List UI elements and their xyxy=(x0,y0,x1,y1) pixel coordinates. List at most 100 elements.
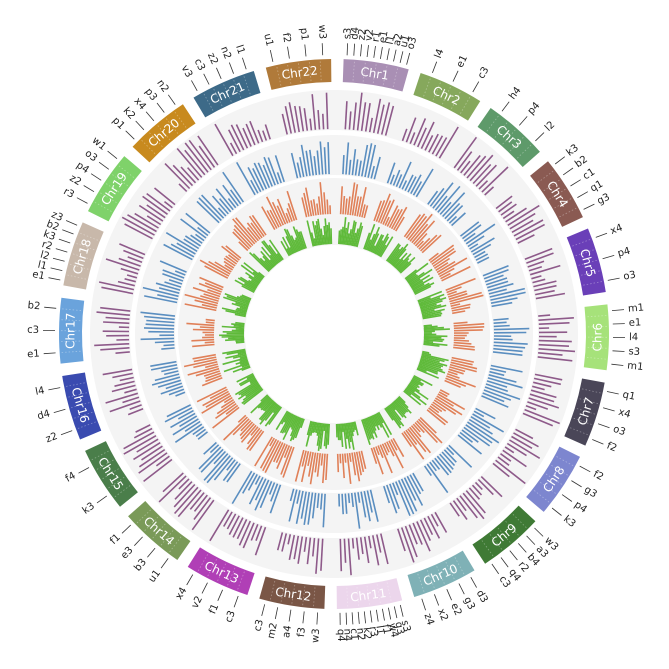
track-1-bar xyxy=(469,154,494,182)
track-4-bar xyxy=(241,285,255,294)
track-3-bar xyxy=(199,259,230,277)
track-2-bar xyxy=(231,470,253,505)
track-4-bar xyxy=(238,375,255,386)
track-2-bar xyxy=(427,190,439,205)
track-4-bar xyxy=(240,382,260,396)
track-2-bar xyxy=(157,294,178,301)
track-2-bar xyxy=(254,475,261,485)
gene-tick-label: p4 xyxy=(572,499,589,515)
track-4-bar xyxy=(320,228,324,245)
track-3-bar xyxy=(220,399,235,409)
track-1-bar xyxy=(531,385,545,391)
track-4-bar xyxy=(352,421,356,431)
gene-tick-label: l4 xyxy=(34,385,45,398)
track-2-bar xyxy=(206,455,231,484)
track-1-bar xyxy=(135,424,151,433)
track-2-bar xyxy=(465,424,493,444)
track-2-bar xyxy=(485,383,509,392)
gene-tick-label: p4 xyxy=(617,246,632,260)
track-1-bar xyxy=(347,538,352,576)
track-1-bar xyxy=(146,204,166,219)
track-3-bar xyxy=(194,299,218,307)
track-1-bar xyxy=(515,223,545,241)
track-4-bar xyxy=(422,311,442,317)
gene-tick-label: n2 xyxy=(218,45,233,61)
track-3-bar xyxy=(316,453,321,477)
track-4-bar xyxy=(423,343,440,347)
track-4-bar xyxy=(337,423,340,441)
track-2-bar xyxy=(351,149,357,176)
track-1-bar xyxy=(288,534,296,561)
track-3-bar xyxy=(262,440,280,472)
track-4-bar xyxy=(403,390,422,406)
gene-tick-label: p1 xyxy=(110,115,127,132)
gene-tick-line xyxy=(579,465,591,473)
track-4-bar xyxy=(423,326,444,330)
track-1-bar xyxy=(533,377,561,386)
track-1-bar xyxy=(325,92,329,130)
gene-tick-label: m2 xyxy=(266,622,280,640)
track-2-bar xyxy=(448,444,473,468)
track-4-bar xyxy=(236,372,254,383)
track-2-bar xyxy=(197,431,208,440)
track-4-bar xyxy=(368,226,381,252)
track-2-bar xyxy=(361,144,369,177)
track-1-bar xyxy=(138,204,164,222)
gene-tick-line xyxy=(363,611,366,624)
track-1-bar xyxy=(112,372,133,379)
track-1-bar xyxy=(352,102,357,130)
track-3-bar xyxy=(204,282,223,291)
track-2-bar xyxy=(369,489,379,522)
track-1-bar xyxy=(223,511,233,527)
track-2-bar xyxy=(392,169,401,186)
track-4-bar xyxy=(285,236,296,254)
track-1-bar xyxy=(534,373,563,381)
track-4-bar xyxy=(407,271,425,284)
track-2-bar xyxy=(488,288,507,295)
gene-tick-label: z2 xyxy=(44,431,59,445)
track-2-bar xyxy=(163,344,175,347)
track-3-bar xyxy=(432,401,447,412)
track-4-bar xyxy=(416,368,440,379)
gene-tick-line xyxy=(274,607,279,620)
track-3-bar xyxy=(200,295,219,302)
track-3-bar xyxy=(356,196,362,217)
track-4-bar xyxy=(422,350,430,354)
track-3-bar xyxy=(414,421,425,434)
track-3-bar xyxy=(193,356,217,363)
track-1-bar xyxy=(459,495,478,519)
gene-tick-line xyxy=(432,61,438,74)
track-1-bar xyxy=(115,351,130,354)
track-1-bar xyxy=(101,286,134,295)
track-1-bar xyxy=(311,94,317,130)
track-2-bar xyxy=(348,159,352,175)
track-1-bar xyxy=(189,492,205,510)
track-2-bar xyxy=(162,269,185,279)
track-1-bar xyxy=(535,289,555,296)
track-4-bar xyxy=(423,328,450,331)
gene-tick-label: e1 xyxy=(629,317,642,328)
track-3-bar xyxy=(417,418,443,444)
track-2-bar xyxy=(300,491,307,519)
track-3-bar xyxy=(193,361,218,369)
chromosome-chr9-band xyxy=(472,505,536,564)
track-4-bar xyxy=(250,395,270,414)
track-3-bar xyxy=(314,452,319,473)
track-4-bar xyxy=(260,398,273,411)
chromosome-chr15-band xyxy=(85,441,138,507)
track-1-bar xyxy=(400,527,415,563)
gene-tick-label: x4 xyxy=(609,222,624,237)
track-2-bar xyxy=(485,277,508,286)
track-4-bar xyxy=(374,240,384,255)
track-2-bar xyxy=(463,426,491,447)
track-2-bar xyxy=(242,472,256,494)
track-3-bar xyxy=(453,329,483,332)
track-4-bar xyxy=(423,336,442,339)
track-4-bar xyxy=(338,230,341,245)
gene-tick-label: a2 xyxy=(392,32,405,47)
gene-tick-line xyxy=(554,156,566,165)
track-2-bar xyxy=(489,287,525,298)
track-2-bar xyxy=(276,172,282,184)
gene-tick-label: c3 xyxy=(192,57,207,73)
track-2-bar xyxy=(164,407,193,423)
